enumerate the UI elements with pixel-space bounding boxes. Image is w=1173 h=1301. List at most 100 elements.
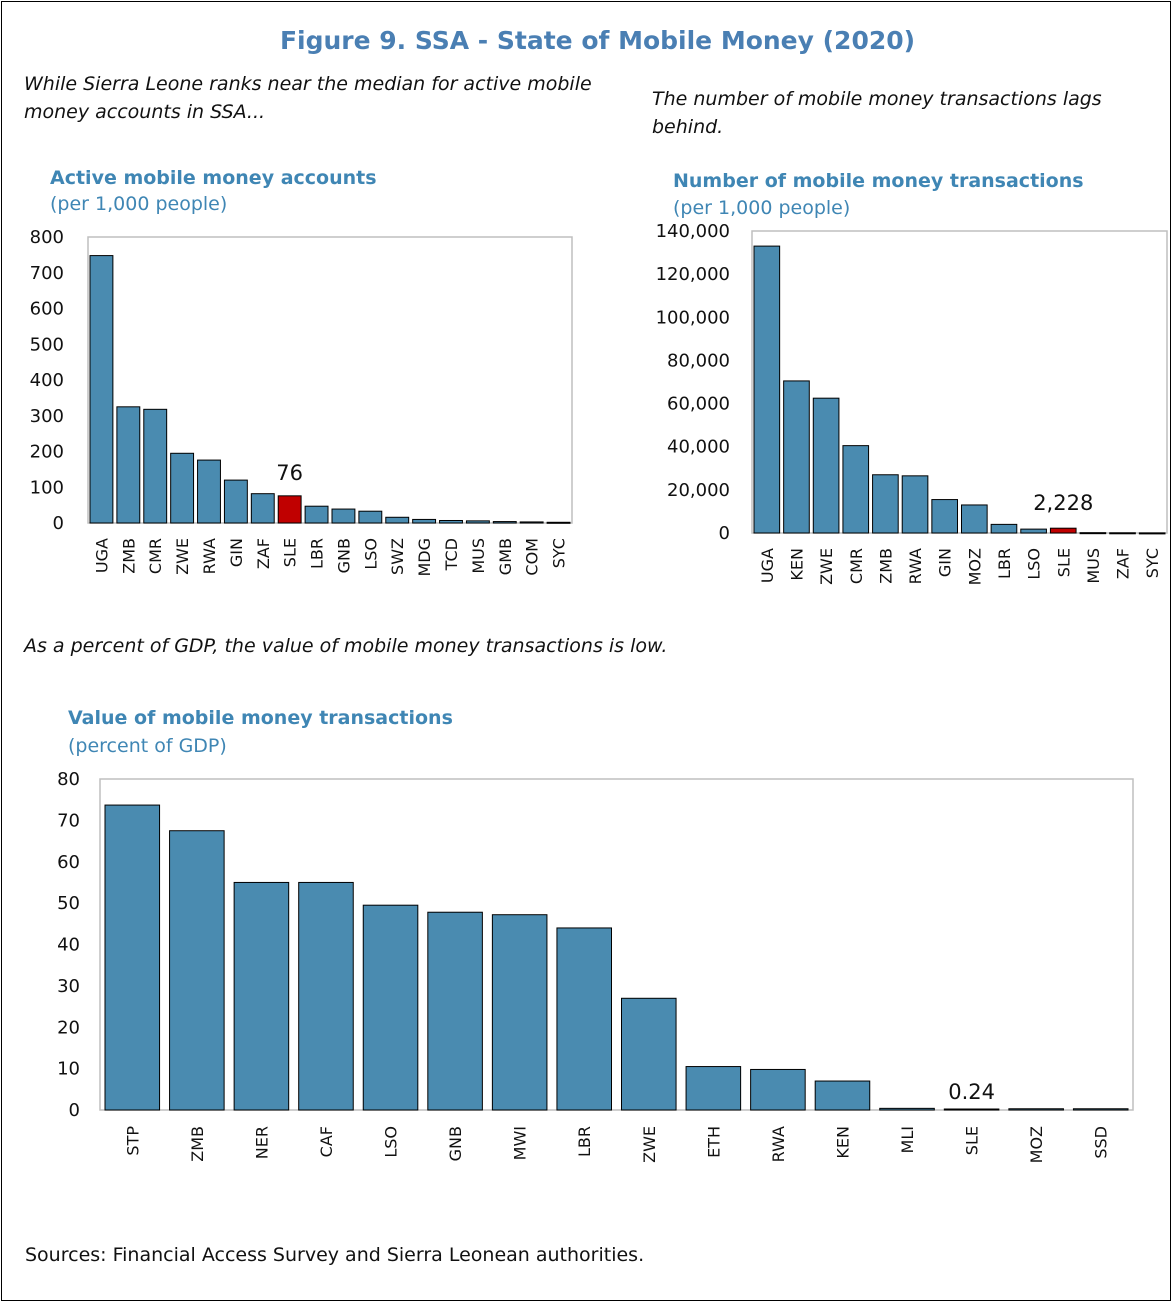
category-label: KEN	[787, 548, 806, 581]
figure-title: Figure 9. SSA - State of Mobile Money (2…	[279, 26, 916, 55]
bar	[812, 397, 840, 534]
category-label: LBR	[308, 538, 327, 569]
bar	[1072, 1108, 1129, 1111]
y-tick-label: 100,000	[656, 307, 730, 328]
bar	[872, 474, 899, 534]
category-label: RWA	[200, 538, 219, 574]
bar	[556, 927, 612, 1111]
bar	[621, 997, 677, 1111]
bar	[519, 521, 544, 524]
bar	[753, 245, 781, 534]
y-tick-label: 600	[30, 299, 64, 320]
category-label: SYC	[550, 538, 569, 568]
bar-highlight	[277, 495, 302, 524]
bar	[169, 830, 225, 1111]
category-label: LSO	[1025, 548, 1044, 580]
y-tick-label: 80,000	[667, 350, 730, 371]
bar	[783, 380, 810, 534]
bar	[1138, 532, 1166, 535]
bar	[1109, 532, 1136, 535]
y-tick-label: 20,000	[667, 480, 730, 501]
y-tick-label: 20	[57, 1017, 80, 1038]
category-label: MOZ	[965, 548, 984, 585]
category-label: ZAF	[254, 538, 273, 569]
category-label: COM	[523, 538, 542, 576]
bar	[89, 255, 114, 524]
bar	[412, 518, 437, 524]
category-label: UGA	[758, 548, 777, 583]
category-label: SSD	[1092, 1126, 1111, 1159]
bar	[304, 505, 329, 524]
category-label: LSO	[361, 538, 380, 570]
caption-top-right: The number of mobile money transactions …	[652, 88, 1102, 138]
bar	[879, 1107, 935, 1111]
category-label: SYC	[1143, 548, 1162, 578]
bar	[685, 1066, 742, 1111]
category-label: SLE	[963, 1126, 982, 1155]
bar	[116, 406, 141, 524]
bar	[385, 516, 410, 524]
category-label: MOZ	[1027, 1126, 1046, 1163]
y-tick-label: 40	[57, 935, 80, 956]
bar	[931, 499, 958, 534]
bar	[465, 520, 490, 524]
bar	[233, 881, 290, 1111]
bar	[491, 914, 548, 1111]
category-label: MUS	[469, 538, 488, 574]
category-label: SLE	[281, 538, 300, 567]
y-tick-label: 500	[30, 334, 64, 355]
category-label: ZMB	[188, 1126, 207, 1162]
caption-top-left: While Sierra Leone ranks near the median…	[24, 73, 592, 123]
bar	[362, 904, 419, 1111]
bar	[331, 508, 356, 524]
category-label: STP	[123, 1126, 142, 1156]
category-label: MLI	[898, 1126, 917, 1153]
bar	[223, 479, 248, 524]
category-label: ZMB	[876, 548, 895, 584]
bar	[197, 459, 221, 524]
y-tick-label: 300	[30, 406, 64, 427]
category-label: RWA	[906, 548, 925, 584]
y-tick-label: 100	[30, 477, 64, 498]
y-tick-label: 80	[57, 769, 80, 790]
y-tick-label: 40,000	[667, 437, 730, 458]
chart-title: Active mobile money accounts	[50, 167, 377, 189]
y-tick-label: 50	[57, 893, 80, 914]
y-tick-label: 0	[53, 513, 64, 534]
category-label: GIN	[227, 538, 246, 567]
bar	[170, 452, 195, 524]
category-label: NER	[252, 1126, 271, 1159]
y-tick-label: 700	[30, 263, 64, 284]
bar	[427, 911, 483, 1111]
chart-subtitle: (per 1,000 people)	[673, 197, 850, 219]
y-tick-label: 0	[719, 523, 730, 544]
category-label: MUS	[1084, 548, 1103, 584]
bar	[1079, 532, 1107, 535]
y-tick-label: 30	[57, 976, 80, 997]
chart-subtitle: (per 1,000 people)	[50, 193, 227, 215]
bar	[814, 1080, 871, 1111]
category-label: SWZ	[388, 538, 407, 575]
bar	[1020, 528, 1047, 534]
category-label: ZWE	[817, 548, 836, 585]
y-tick-label: 120,000	[656, 264, 730, 285]
bar	[842, 445, 870, 534]
category-label: RWA	[769, 1126, 788, 1162]
data-label: 2,228	[1033, 491, 1093, 515]
category-label: CMR	[146, 538, 165, 574]
category-label: LBR	[995, 548, 1014, 579]
category-label: GMB	[496, 538, 515, 575]
sources-note: Sources: Financial Access Survey and Sie…	[25, 1244, 645, 1266]
y-tick-label: 200	[30, 442, 64, 463]
plot-frame	[751, 230, 1168, 534]
category-label: MDG	[415, 538, 434, 577]
category-label: GNB	[334, 538, 353, 573]
y-tick-label: 0	[69, 1100, 80, 1121]
category-label: UGA	[92, 538, 111, 573]
bar	[990, 523, 1018, 534]
data-label: 0.24	[948, 1080, 995, 1104]
y-tick-label: 400	[30, 370, 64, 391]
